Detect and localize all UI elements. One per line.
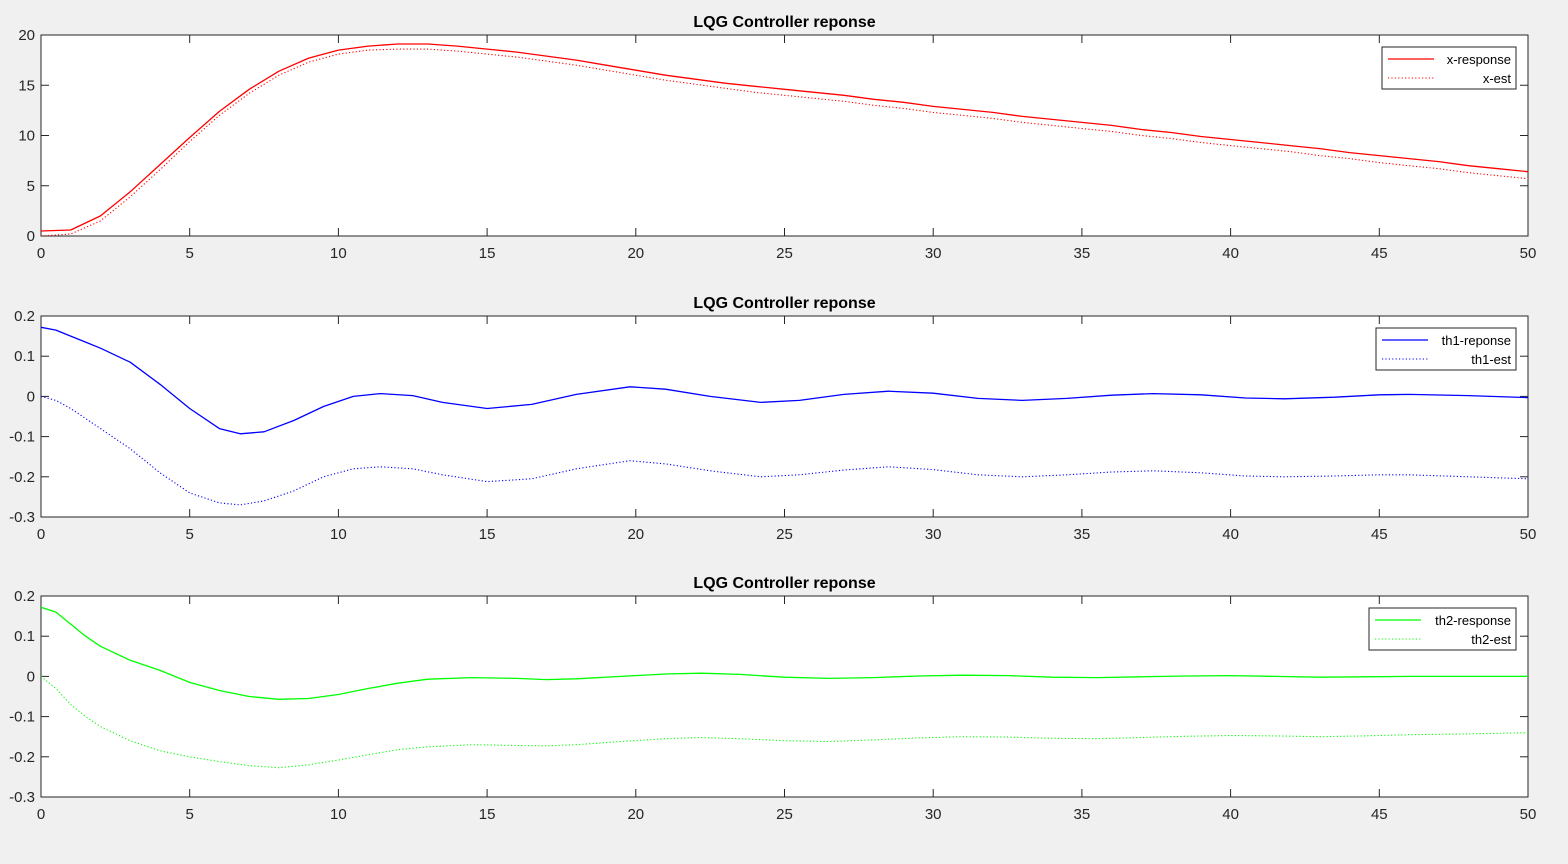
legend-label: x-est (1483, 71, 1512, 86)
x-tick-label: 20 (627, 806, 644, 823)
legend: th2-response th2-est (1368, 607, 1517, 651)
legend-label: th2-response (1435, 613, 1511, 628)
x-tick-label: 20 (627, 245, 644, 262)
x-tick-label: 0 (37, 245, 45, 262)
legend-label: th1-est (1471, 352, 1511, 367)
x-tick-label: 30 (925, 526, 942, 543)
x-tick-label: 30 (925, 806, 942, 823)
y-tick-label: -0.2 (9, 749, 35, 766)
y-tick-label: 0 (27, 388, 35, 405)
x-tick-label: 45 (1371, 806, 1388, 823)
x-tick-label: 40 (1222, 245, 1239, 262)
y-tick-label: 0.1 (14, 348, 35, 365)
y-tick-label: -0.2 (9, 469, 35, 486)
series-line-th1-est (41, 395, 1528, 506)
y-tick-label: 10 (18, 128, 35, 145)
x-tick-label: 35 (1074, 245, 1091, 262)
series-line-x-est (41, 48, 1528, 236)
series-line-th1-reponse (41, 326, 1528, 435)
x-tick-label: 15 (479, 806, 496, 823)
x-tick-label: 25 (776, 245, 793, 262)
x-tick-label: 45 (1371, 245, 1388, 262)
legend: x-response x-est (1381, 46, 1517, 90)
y-tick-label: -0.3 (9, 789, 35, 806)
x-tick-label: 25 (776, 806, 793, 823)
x-tick-label: 10 (330, 245, 347, 262)
y-tick-label: -0.3 (9, 509, 35, 526)
x-tick-label: 5 (186, 245, 194, 262)
legend-label: th1-reponse (1442, 333, 1511, 348)
x-tick-label: 30 (925, 245, 942, 262)
series-line-x-response (41, 43, 1528, 232)
y-tick-label: 5 (27, 178, 35, 195)
series-line-th2-est (41, 675, 1528, 769)
x-tick-label: 50 (1520, 806, 1537, 823)
legend: th1-reponse th1-est (1375, 327, 1517, 371)
x-tick-label: 15 (479, 526, 496, 543)
chart-title: LQG Controller reponse (693, 295, 875, 312)
x-tick-label: 5 (186, 806, 194, 823)
legend-label: x-response (1447, 52, 1511, 67)
x-tick-label: 10 (330, 806, 347, 823)
x-tick-label: 40 (1222, 806, 1239, 823)
legend-box (1368, 607, 1517, 651)
x-tick-label: 0 (37, 806, 45, 823)
x-tick-label: 0 (37, 526, 45, 543)
x-tick-label: 40 (1222, 526, 1239, 543)
axes-box (40, 595, 1529, 798)
x-tick-label: 25 (776, 526, 793, 543)
legend-box (1381, 46, 1517, 90)
axes-box (40, 315, 1529, 518)
x-tick-label: 15 (479, 245, 496, 262)
y-tick-label: -0.1 (9, 429, 35, 446)
y-tick-label: 0.1 (14, 628, 35, 645)
x-tick-label: 50 (1520, 245, 1537, 262)
x-tick-label: 45 (1371, 526, 1388, 543)
y-tick-label: 20 (18, 27, 35, 44)
chart-2: LQG Controller reponse 0 5 10 15 20 25 30 35 40 45… (9, 295, 1536, 543)
chart-3: LQG Controller reponse 0 5 10 15 20 25 30 35 40 45… (9, 575, 1536, 823)
y-tick-label: 15 (18, 77, 35, 94)
series-line-th2-response (41, 606, 1528, 700)
chart-1: LQG Controller reponse 0 5 10 15 20 25 30 35 40 45… (18, 14, 1536, 262)
y-tick-label: 0 (27, 228, 35, 245)
chart-title: LQG Controller reponse (693, 575, 875, 592)
y-tick-label: 0 (27, 668, 35, 685)
legend-label: th2-est (1471, 632, 1511, 647)
legend-box (1375, 327, 1517, 371)
x-tick-label: 20 (627, 526, 644, 543)
axes-box (40, 34, 1529, 237)
x-tick-label: 10 (330, 526, 347, 543)
x-tick-label: 5 (186, 526, 194, 543)
y-tick-label: 0.2 (14, 588, 35, 605)
y-tick-label: 0.2 (14, 308, 35, 325)
x-tick-label: 35 (1074, 806, 1091, 823)
y-tick-label: -0.1 (9, 709, 35, 726)
x-tick-label: 50 (1520, 526, 1537, 543)
chart-title: LQG Controller reponse (693, 14, 875, 31)
x-tick-label: 35 (1074, 526, 1091, 543)
